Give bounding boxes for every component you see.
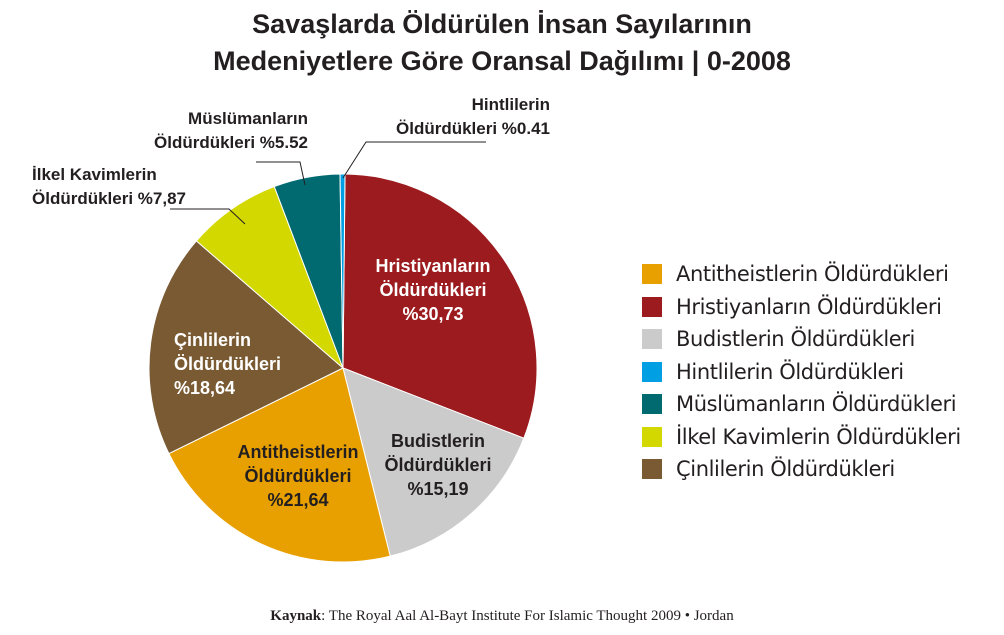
pie-slice	[148, 240, 344, 455]
chart-title-line-1: Savaşlarda Öldürülen İnsan Sayılarının	[252, 9, 752, 39]
legend-swatch	[642, 394, 662, 415]
leader-line	[256, 161, 306, 186]
legend-label: Budistlerin Öldürdükleri	[676, 327, 915, 352]
source-text: : The Royal Aal Al-Bayt Institute For Is…	[321, 608, 734, 624]
slice-label: %18,64	[174, 378, 235, 398]
legend-label: Müslümanların Öldürdükleri	[676, 392, 957, 417]
legend-item: Hristiyanların Öldürdükleri	[642, 291, 1002, 324]
slice-label: Öldürdükleri	[384, 455, 491, 475]
legend-swatch	[642, 296, 662, 317]
slice-label: Müslümanların	[188, 109, 308, 128]
pie-slice	[168, 367, 391, 563]
legend-swatch	[642, 361, 662, 382]
slice-label: İlkel Kavimlerin	[32, 165, 157, 184]
slice-label: %30,73	[402, 304, 463, 324]
chart-title: Savaşlarda Öldürülen İnsan Sayılarının M…	[0, 6, 1004, 80]
pie-slices	[148, 173, 538, 563]
slice-label: Öldürdükleri	[379, 280, 486, 300]
slice-label: Öldürdükleri %7,87	[32, 189, 186, 208]
legend-label: Çinlilerin Öldürdükleri	[676, 457, 895, 482]
pie-slice	[342, 173, 538, 439]
legend-label: İlkel Kavimlerin Öldürdükleri	[676, 424, 961, 449]
legend-item: İlkel Kavimlerin Öldürdükleri	[642, 421, 1002, 454]
legend-swatch	[642, 329, 662, 350]
slice-label: Öldürdükleri %0.41	[396, 119, 550, 138]
legend-swatch	[642, 426, 662, 447]
leader-line	[170, 208, 246, 225]
legend-swatch	[642, 264, 662, 285]
legend: Antitheistlerin Öldürdükleri Hristiyanla…	[642, 258, 1002, 486]
slice-labels: Hristiyanların Öldürdükleri %30,73 Budistle…	[32, 95, 550, 510]
legend-swatch	[642, 459, 662, 480]
slice-label: Hristiyanların	[375, 256, 490, 276]
source-label: Kaynak	[270, 608, 322, 624]
label-leader-lines	[170, 141, 486, 225]
legend-item: Hintlilerin Öldürdükleri	[642, 356, 1002, 389]
slice-label: Budistlerin	[391, 431, 485, 451]
source-note: Kaynak: The Royal Aal Al-Bayt Institute …	[0, 608, 1004, 625]
slice-label: Öldürdükleri %5.52	[154, 133, 308, 152]
legend-item: Çinlilerin Öldürdükleri	[642, 453, 1002, 486]
legend-label: Hintlilerin Öldürdükleri	[676, 359, 904, 384]
leader-line	[342, 141, 486, 179]
slice-label: Çinlilerin	[174, 330, 251, 350]
chart-title-line-2: Medeniyetlere Göre Oransal Dağılımı | 0-…	[213, 46, 791, 76]
slice-label: %21,64	[267, 490, 328, 510]
legend-label: Antitheistlerin Öldürdükleri	[676, 262, 949, 287]
legend-item: Budistlerin Öldürdükleri	[642, 323, 1002, 356]
legend-item: Antitheistlerin Öldürdükleri	[642, 258, 1002, 291]
legend-item: Müslümanların Öldürdükleri	[642, 388, 1002, 421]
slice-label: Öldürdükleri	[174, 354, 281, 374]
pie-slice	[195, 185, 344, 369]
slice-label: Öldürdükleri	[244, 466, 351, 486]
legend-label: Hristiyanların Öldürdükleri	[676, 294, 942, 319]
slice-label: %15,19	[407, 479, 468, 499]
slice-label: Hintlilerin	[472, 95, 550, 114]
slice-label: Antitheistlerin	[237, 442, 358, 462]
pie-slice	[342, 367, 525, 557]
